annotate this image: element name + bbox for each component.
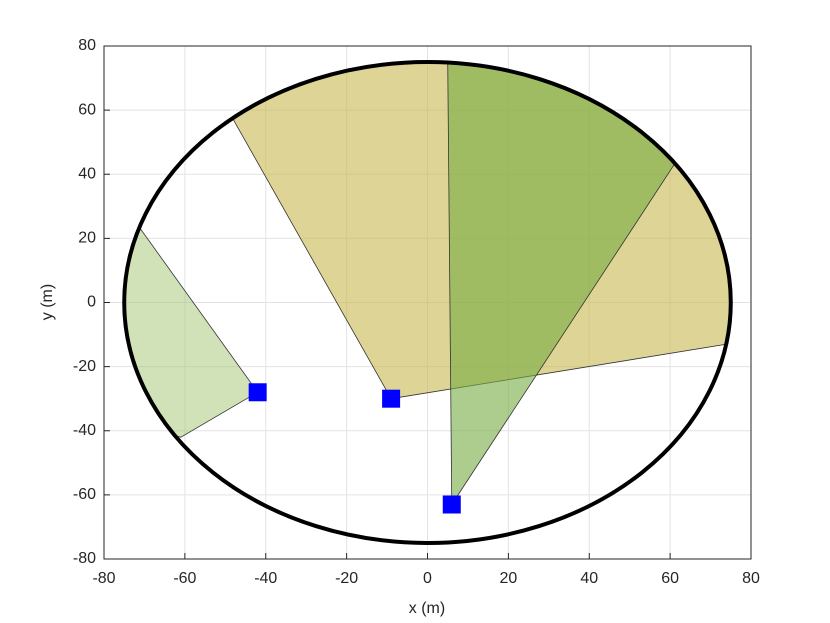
x-tick-label: -40 [254,570,277,587]
x-tick-label: 80 [742,570,760,587]
plot-frame [103,45,752,560]
x-tick-label: 60 [661,570,679,587]
x-tick-label: 40 [580,570,598,587]
boundary [122,60,733,545]
y-tick-label: 20 [78,230,96,247]
x-tick-label: 0 [423,570,432,587]
y-tick-label: -20 [73,358,96,375]
y-tick-label: -80 [73,550,96,567]
x-tick-label: 20 [499,570,517,587]
sensor-marker [248,383,267,402]
x-tick-label: -80 [92,570,115,587]
y-tick-label: 0 [87,294,96,311]
y-axis-label: y (m) [39,284,56,320]
y-tick-label: 40 [78,165,96,182]
y-tick-label: 80 [78,37,96,54]
y-tick-label: -60 [73,486,96,503]
sensor-marker [442,495,461,514]
x-axis-label: x (m) [409,600,445,617]
x-tick-label: -20 [335,570,358,587]
y-tick-label: -40 [73,422,96,439]
y-tick-label: 60 [78,101,96,118]
sensor-marker [382,389,401,408]
x-tick-label: -60 [173,570,196,587]
